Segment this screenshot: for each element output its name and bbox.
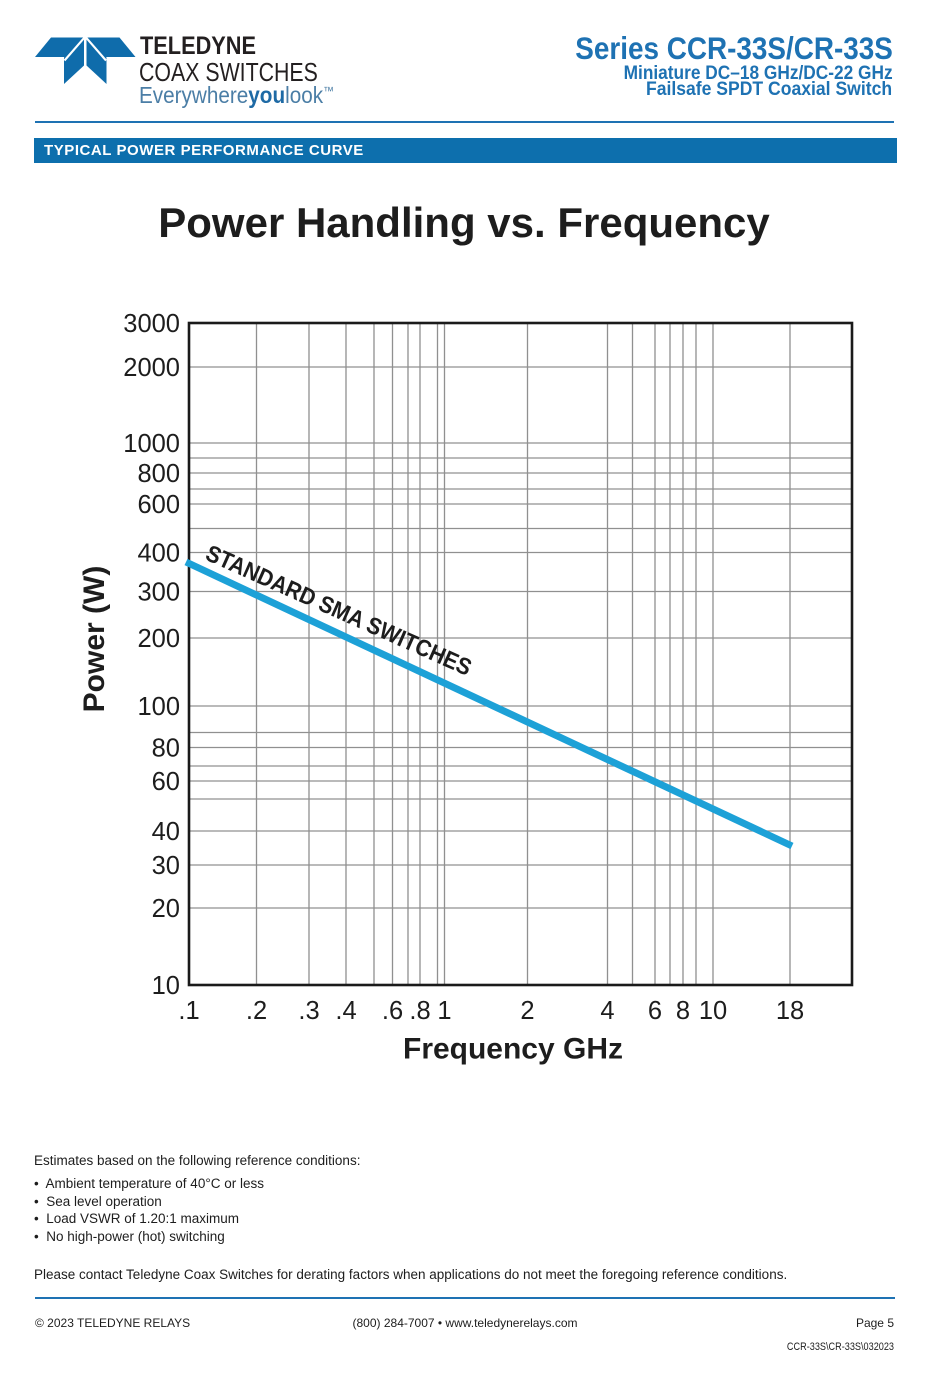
svg-text:80: 80 — [152, 735, 180, 763]
svg-text:18: 18 — [776, 997, 804, 1025]
svg-text:4: 4 — [600, 997, 614, 1025]
svg-text:200: 200 — [137, 625, 180, 653]
svg-text:3000: 3000 — [123, 310, 180, 338]
svg-text:Frequency GHz: Frequency GHz — [403, 1033, 623, 1066]
svg-text:20: 20 — [152, 895, 180, 923]
svg-text:8: 8 — [676, 997, 690, 1025]
svg-text:30: 30 — [152, 852, 180, 880]
svg-text:100: 100 — [137, 693, 180, 721]
svg-text:.8: .8 — [409, 997, 430, 1025]
svg-text:.1: .1 — [178, 997, 199, 1025]
svg-text:10: 10 — [699, 997, 727, 1025]
svg-text:400: 400 — [137, 540, 180, 568]
svg-text:60: 60 — [152, 768, 180, 796]
svg-text:.3: .3 — [298, 997, 319, 1025]
svg-text:Power (W): Power (W) — [78, 566, 111, 713]
svg-text:10: 10 — [152, 972, 180, 1000]
svg-text:6: 6 — [648, 997, 662, 1025]
svg-text:1: 1 — [437, 997, 451, 1025]
svg-text:.2: .2 — [246, 997, 267, 1025]
svg-text:STANDARD SMA SWITCHES: STANDARD SMA SWITCHES — [202, 540, 476, 681]
svg-text:.6: .6 — [382, 997, 403, 1025]
svg-text:300: 300 — [137, 579, 180, 607]
svg-text:2000: 2000 — [123, 354, 180, 382]
svg-text:1000: 1000 — [123, 430, 180, 458]
svg-text:.4: .4 — [335, 997, 356, 1025]
svg-text:600: 600 — [137, 491, 180, 519]
svg-text:40: 40 — [152, 818, 180, 846]
svg-text:2: 2 — [520, 997, 534, 1025]
svg-text:800: 800 — [137, 460, 180, 488]
